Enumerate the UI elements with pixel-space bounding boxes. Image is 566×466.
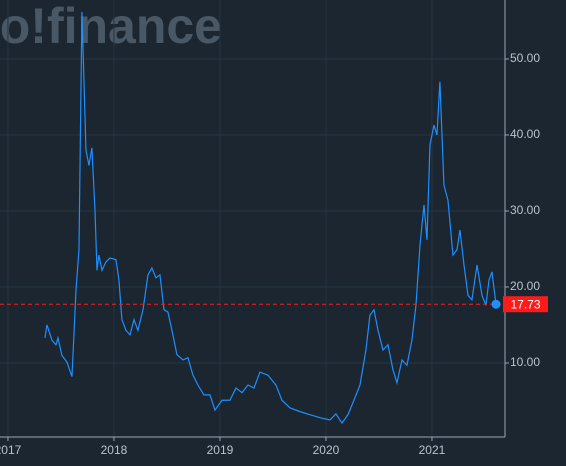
x-tick-label: 2019 (207, 443, 234, 457)
last-point (491, 299, 501, 309)
y-tick-label: 30.00 (510, 203, 540, 217)
y-tick-label: 10.00 (510, 355, 540, 369)
y-tick-label: 40.00 (510, 127, 540, 141)
y-tick-label: 50.00 (510, 51, 540, 65)
last-price-label: 17.73 (510, 297, 540, 311)
x-tick-label: 2018 (101, 443, 128, 457)
x-tick-label: 2021 (419, 443, 446, 457)
price-line (44, 11, 497, 425)
last-price-box (503, 296, 548, 313)
watermark: yahoo!finance (0, 0, 222, 54)
y-tick-label: 20.00 (510, 279, 540, 293)
x-tick-label: 2020 (313, 443, 340, 457)
x-tick-label: 2017 (0, 443, 22, 457)
